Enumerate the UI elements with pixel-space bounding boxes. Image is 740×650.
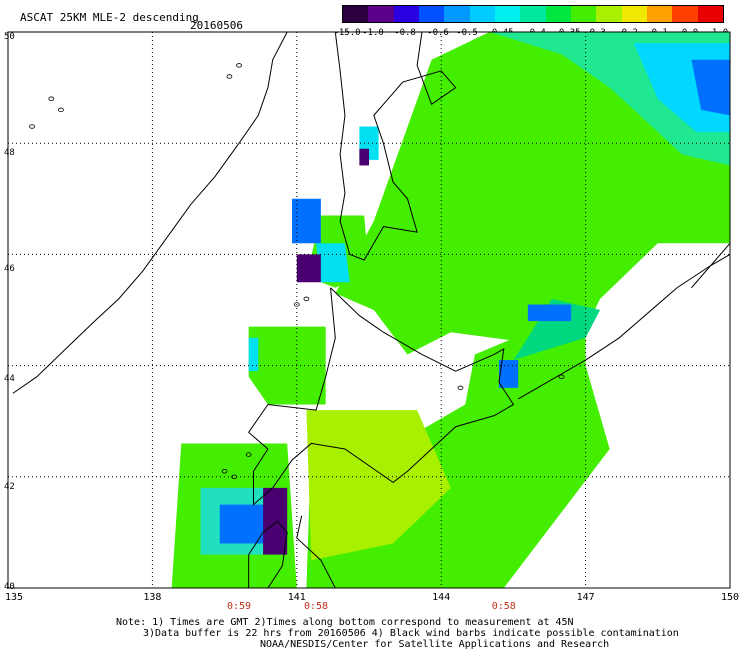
island-outline	[236, 63, 242, 68]
color-scale-segment	[393, 6, 419, 22]
pass-time-label: 0:58	[304, 601, 329, 612]
kuril-north-coast	[691, 242, 731, 289]
hokkaido-west-swath	[248, 326, 326, 405]
latitude-label: 42	[4, 482, 15, 492]
island-outline	[245, 452, 252, 457]
island-outline	[29, 124, 35, 129]
color-scale-segment	[646, 6, 673, 22]
coastline-layer	[12, 31, 731, 589]
kuril-blue	[527, 304, 572, 322]
longitude-label: 150	[720, 592, 740, 603]
color-scale-segment	[621, 6, 647, 22]
color-scale-label: -0.8	[394, 28, 416, 38]
island-outline	[226, 74, 233, 79]
okhotsk-swath	[335, 32, 730, 355]
island-outline	[221, 469, 228, 474]
island-outline	[231, 474, 238, 479]
color-scale-label: -0.6	[427, 28, 449, 38]
product-title: ASCAT 25KM MLE-2 descending	[20, 11, 199, 24]
color-scale-segment	[697, 6, 723, 22]
color-scale-label: -1.0	[362, 28, 384, 38]
sakhalin-west-blue	[291, 198, 321, 244]
latitude-label: 50	[4, 32, 15, 42]
longitude-label: 135	[4, 592, 24, 603]
kuril-cyan-green	[513, 298, 601, 361]
pass-time-label: 0:59	[226, 601, 252, 612]
island-outline	[457, 385, 464, 391]
latitude-label: 44	[4, 374, 15, 384]
latitude-label: 46	[4, 264, 15, 274]
longitude-label: 138	[143, 592, 162, 603]
note-line-3: NOAA/NESDIS/Center for Satellite Applica…	[260, 639, 610, 650]
grid-lines	[8, 32, 730, 588]
color-scale-segment	[596, 6, 622, 22]
purple-patch	[296, 254, 321, 283]
island-outline	[558, 374, 565, 379]
longitude-label: 147	[576, 592, 595, 603]
honshu-west-blue	[219, 504, 268, 544]
hokkaido-coast	[248, 287, 515, 506]
wind-data-layer	[171, 32, 730, 588]
color-scale-segment	[343, 6, 369, 22]
blue-patch	[691, 59, 730, 116]
color-scale-label: -0.5	[456, 28, 478, 38]
island-outline	[48, 96, 55, 101]
longitude-label: 144	[432, 592, 451, 603]
color-scale-segment	[469, 6, 495, 22]
color-scale-segment	[418, 6, 445, 22]
color-scale-segment	[545, 6, 571, 22]
color-scale-segment	[570, 6, 597, 22]
color-scale-segment	[444, 6, 470, 22]
island-outline	[58, 107, 64, 113]
pass-time-label: 0:58	[491, 601, 516, 612]
map-frame	[7, 31, 731, 589]
honshu-east-coast	[296, 515, 336, 589]
product-date: 20160506	[190, 19, 243, 32]
island-outline	[293, 302, 300, 307]
color-scale-segment	[520, 6, 546, 22]
latitude-label: 48	[4, 148, 15, 158]
color-scale-bar	[342, 5, 724, 23]
color-scale-segment	[368, 6, 394, 22]
note-line-1: Note: 1) Times are GMT 2)Times along bot…	[116, 617, 574, 628]
sakhalin-east-purple	[359, 148, 369, 166]
hokkaido-west-cyan	[248, 337, 259, 372]
latitude-label: 40	[4, 582, 15, 592]
color-scale-segment	[494, 6, 521, 22]
note-line-2: 3)Data buffer is 22 hrs from 20160506 4)…	[143, 628, 679, 639]
west-cyan	[316, 243, 350, 283]
shiretoko-blue	[498, 360, 519, 388]
honshu-west-purple	[263, 487, 288, 555]
japan-yellow-green	[306, 410, 451, 561]
sakhalin-coast	[334, 31, 457, 261]
longitude-label: 141	[287, 592, 306, 603]
mainland-coast	[12, 31, 288, 394]
kuril-coast	[517, 253, 731, 400]
color-scale-label: -15.0	[333, 28, 361, 38]
honshu-north-coast	[248, 520, 288, 589]
island-outline	[303, 296, 310, 302]
color-scale-segment	[672, 6, 698, 22]
